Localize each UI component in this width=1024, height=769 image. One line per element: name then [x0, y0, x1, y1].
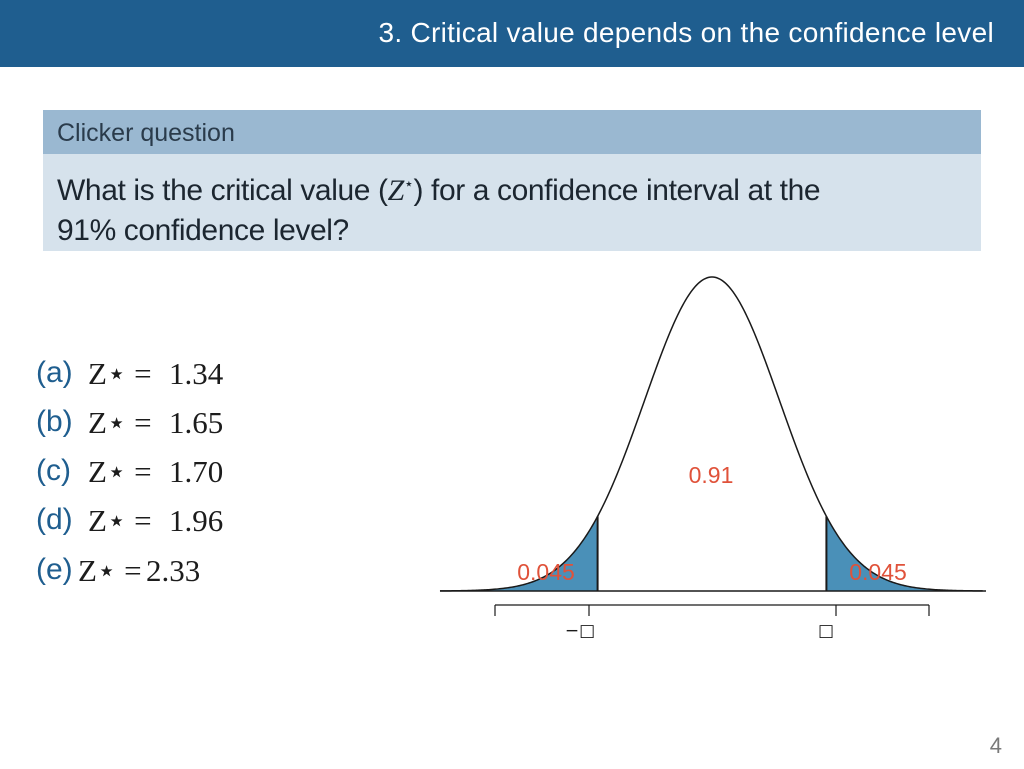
option-value: 1.70: [169, 454, 224, 489]
bottom-axis: [494, 604, 930, 616]
option-value: 2.33: [146, 553, 201, 588]
question-block: Clicker question What is the critical va…: [43, 110, 981, 251]
question-text: What is the critical value (Z⋆) for a co…: [43, 154, 981, 251]
question-text-line2: 91% confidence level?: [57, 214, 349, 247]
z-symbol: Z: [387, 174, 405, 207]
page-number: 4: [989, 733, 1002, 758]
normal-curve-diagram: −□ □ 0.91 0.045 0.045: [439, 276, 986, 641]
option-letter: (d): [36, 503, 73, 536]
question-heading: Clicker question: [43, 110, 981, 154]
option-z-label: Z⋆ =: [88, 454, 152, 489]
option-letter: (b): [36, 405, 73, 438]
option-value: 1.65: [169, 405, 224, 440]
slide-header: 3. Critical value depends on the confide…: [0, 0, 1024, 67]
right-tail-area: [826, 516, 985, 591]
option-letter: (a): [36, 356, 73, 389]
question-text-before: What is the critical value (: [57, 174, 388, 207]
center-area-label: 0.91: [689, 462, 734, 488]
option-z-label: Z⋆ =: [88, 405, 152, 440]
option-value: 1.34: [169, 356, 224, 391]
tick-label-right: □: [818, 621, 834, 641]
slide-title: 3. Critical value depends on the confide…: [378, 17, 994, 48]
z-star: ⋆: [403, 176, 414, 193]
option-z-label: Z⋆ =: [88, 503, 152, 538]
option-z-label: Z⋆ =: [88, 356, 152, 391]
left-tail-area: [439, 518, 598, 591]
option-value: 1.96: [169, 503, 224, 538]
option-letter: (e): [36, 553, 73, 586]
left-tail-label: 0.045: [517, 559, 575, 585]
density-curve: [439, 276, 983, 592]
question-text-after: ) for a confidence interval at the: [413, 174, 821, 207]
tick-label-left: −□: [565, 621, 595, 641]
right-tail-label: 0.045: [849, 559, 907, 585]
option-z-label: Z⋆ =: [78, 553, 142, 588]
option-letter: (c): [36, 454, 71, 487]
